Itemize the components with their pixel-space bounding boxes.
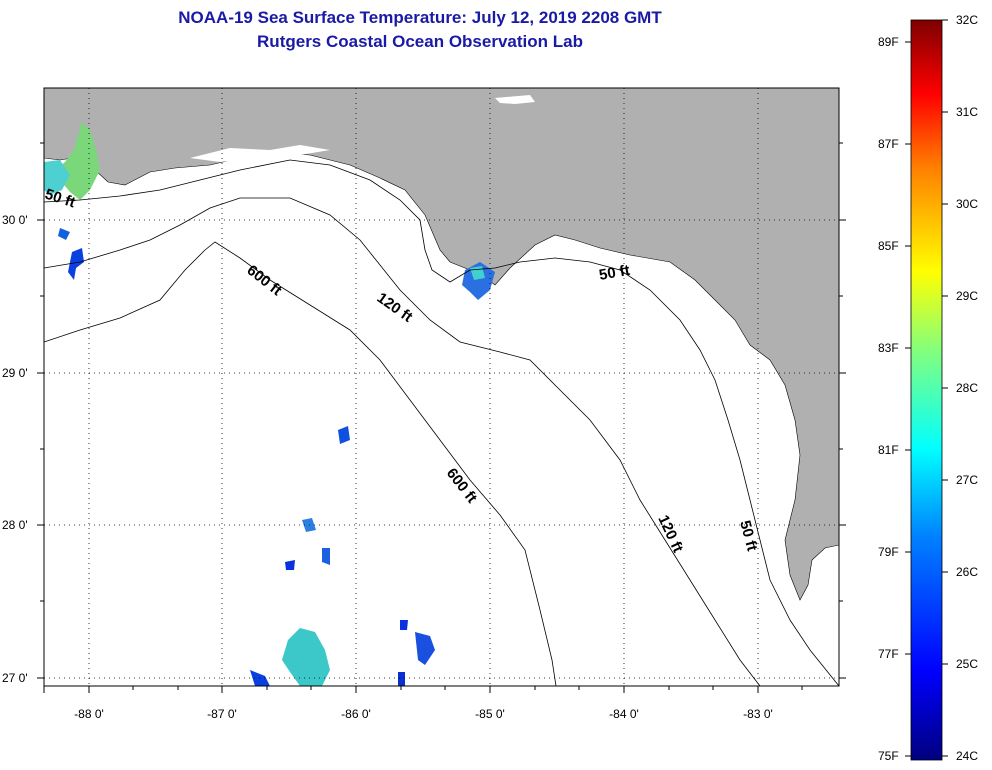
x-tick-label: -83 0' bbox=[743, 707, 773, 721]
x-tick-label: -87 0' bbox=[207, 707, 237, 721]
sst-patch-south bbox=[282, 628, 330, 686]
map-frame bbox=[43, 87, 840, 687]
colorbar-label-f: 85F bbox=[878, 239, 899, 253]
y-tick-label: 27 0' bbox=[2, 671, 28, 685]
y-tick-label: 29 0' bbox=[2, 366, 28, 380]
colorbar-label-f: 87F bbox=[878, 137, 899, 151]
contour-50ft bbox=[44, 159, 839, 686]
contour-label: 50 ft bbox=[598, 262, 631, 284]
colorbar-label-c: 31C bbox=[956, 105, 978, 119]
x-tick-label: -86 0' bbox=[341, 707, 371, 721]
colorbar-label-c: 30C bbox=[956, 197, 978, 211]
colorbar-label-c: 27C bbox=[956, 473, 978, 487]
x-tick-label: -85 0' bbox=[475, 707, 505, 721]
colorbar-label-c: 25C bbox=[956, 657, 978, 671]
map-title: NOAA-19 Sea Surface Temperature: July 12… bbox=[178, 8, 662, 27]
colorbar-label-c: 29C bbox=[956, 289, 978, 303]
contour-120ft bbox=[44, 197, 761, 686]
colorbar-label-f: 89F bbox=[878, 35, 899, 49]
colorbar-label-f: 79F bbox=[878, 545, 899, 559]
map-plot-area bbox=[44, 88, 839, 686]
colorbar-label-c: 32C bbox=[956, 13, 978, 27]
colorbar-label-f: 75F bbox=[878, 749, 899, 763]
colorbar bbox=[910, 19, 943, 761]
colorbar-label-f: 81F bbox=[878, 443, 899, 457]
map-subtitle: Rutgers Coastal Ocean Observation Lab bbox=[257, 32, 583, 51]
land-mass bbox=[44, 88, 839, 601]
colorbar-label-f: 77F bbox=[878, 647, 899, 661]
colorbar-label-c: 26C bbox=[956, 565, 978, 579]
axis-ticks bbox=[37, 142, 846, 693]
y-tick-label: 28 0' bbox=[2, 518, 28, 532]
contour-600ft bbox=[44, 241, 557, 686]
x-tick-label: -84 0' bbox=[609, 707, 639, 721]
y-tick-label: 30 0' bbox=[2, 213, 28, 227]
colorbar-label-f: 83F bbox=[878, 341, 899, 355]
x-tick-label: -88 0' bbox=[74, 707, 104, 721]
colorbar-label-c: 28C bbox=[956, 381, 978, 395]
colorbar-label-c: 24C bbox=[956, 749, 978, 763]
